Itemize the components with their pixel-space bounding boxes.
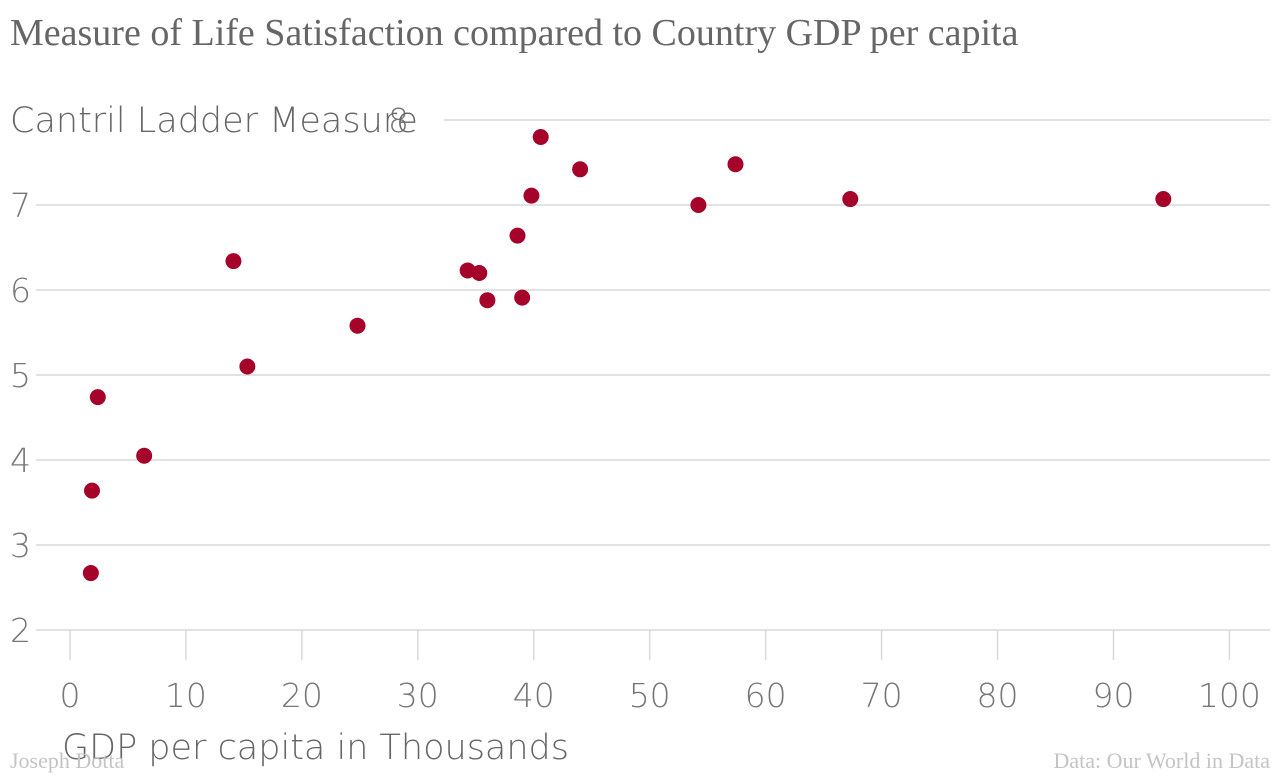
x-axis-title: GDP per capita in Thousands [62,728,569,768]
x-tick-label: 0 [59,676,80,715]
data-point [225,253,242,270]
x-tick-label: 20 [281,676,323,715]
y-tick-label: 7 [10,186,31,225]
x-axis-tick-labels: 0 10 20 30 40 50 60 70 80 90 100 [59,676,1260,715]
y-tick-label: 3 [10,526,31,565]
y-tick-label: 6 [10,271,31,310]
x-tick-label: 50 [629,676,671,715]
x-tick-label: 90 [1092,676,1134,715]
data-point [509,227,526,244]
author-credit: Joseph Dotta [10,748,125,773]
x-axis-ticks [69,630,1231,660]
data-source: Data: Our World in Data [1053,748,1270,773]
data-point [727,156,744,173]
x-tick-label: 10 [165,676,207,715]
data-point [82,565,99,582]
data-point [349,317,366,334]
y-tick-label: 5 [10,356,31,395]
x-tick-label: 100 [1198,676,1261,715]
data-point [84,482,101,499]
data-point [136,447,153,464]
x-tick-label: 70 [861,676,903,715]
data-point [471,265,488,281]
x-tick-label: 80 [977,676,1019,715]
x-tick-label: 60 [745,676,787,715]
data-point [1155,191,1172,208]
data-point [239,358,256,375]
y-axis-title: Cantril Ladder Measure [10,101,418,141]
data-point [532,129,549,145]
chart-title: Measure of Life Satisfaction compared to… [10,12,1019,54]
y-tick-label: 2 [10,611,31,650]
data-point [572,161,589,178]
data-point [842,191,859,208]
y-tick-label: 8 [388,101,409,140]
data-point [514,289,531,306]
data-point [479,292,496,309]
x-tick-label: 40 [513,676,555,715]
data-points [82,129,1172,582]
x-tick-label: 30 [397,676,439,715]
data-point [89,389,106,406]
y-tick-label: 4 [10,441,31,480]
gridlines [36,119,1270,631]
data-point [690,197,707,213]
y-axis-tick-labels: 2 3 4 5 6 7 8 [10,101,409,650]
data-point [523,187,540,204]
